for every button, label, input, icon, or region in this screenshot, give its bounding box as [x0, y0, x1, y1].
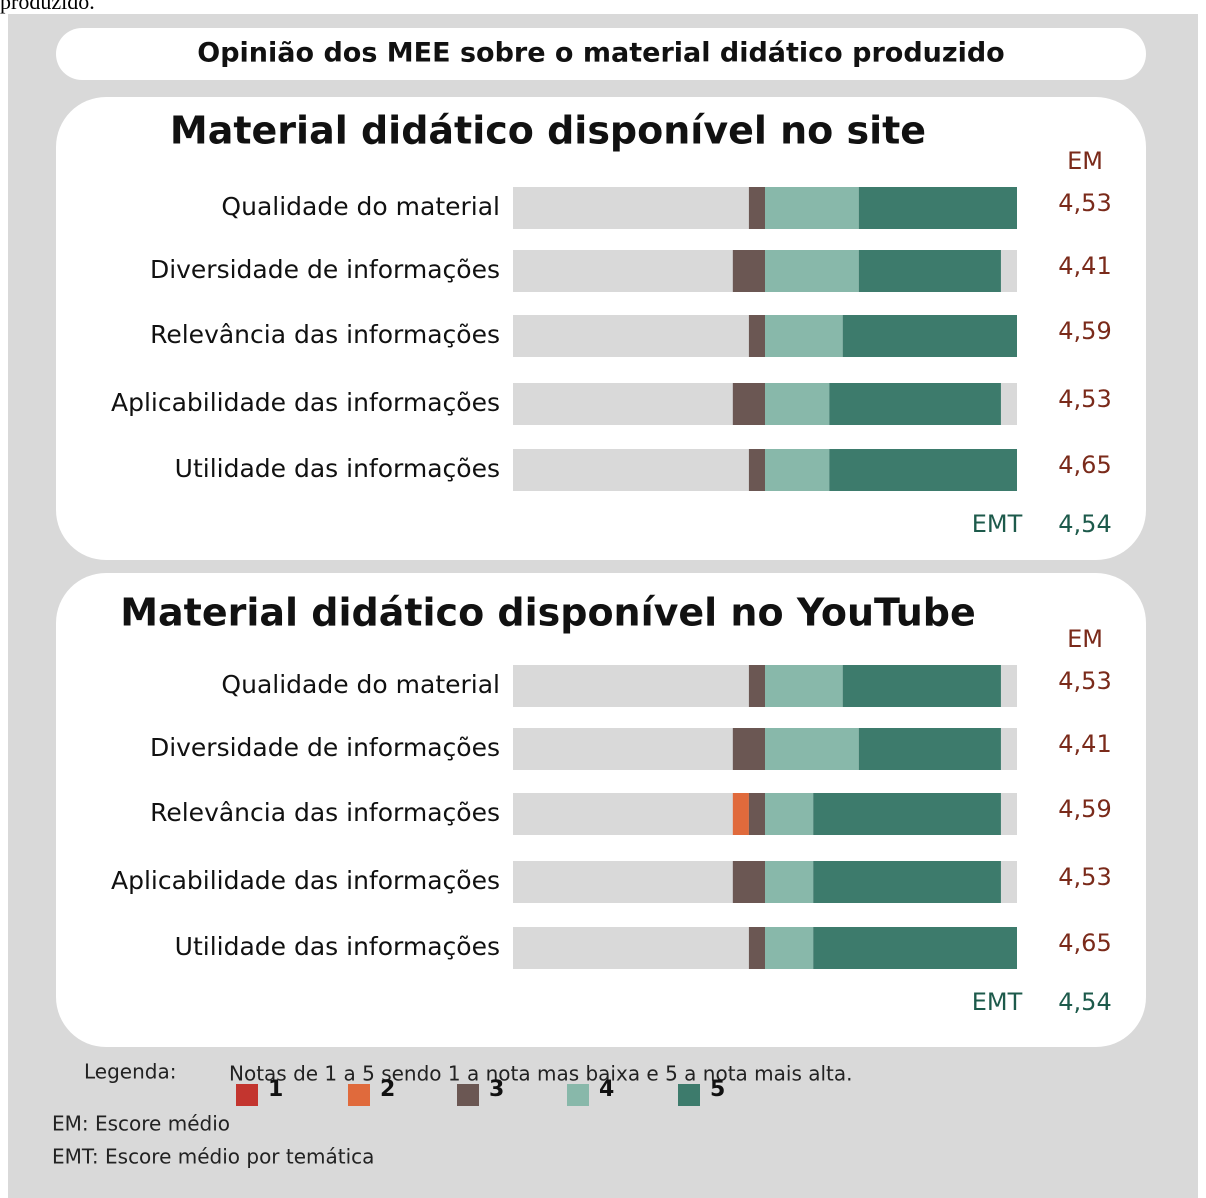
bar-segment	[829, 383, 1001, 425]
emt-definition: EMT: Escore médio por temática	[52, 1145, 374, 1169]
panel-title: Material didático disponível no site	[170, 109, 926, 153]
bar-segment	[765, 250, 859, 292]
emt-header: EMT	[972, 988, 1023, 1016]
row-label: Aplicabilidade das informações	[111, 866, 500, 895]
bar-segment	[748, 793, 765, 835]
bar-segment	[765, 383, 830, 425]
bar-segment	[732, 383, 765, 425]
title-pill	[56, 28, 1146, 80]
bar-segment	[748, 449, 765, 491]
bar-segment	[858, 728, 1001, 770]
bar-segment	[748, 927, 765, 969]
bar-segment	[858, 187, 1017, 229]
legend-swatch	[457, 1084, 479, 1106]
legend-label: 5	[710, 1077, 725, 1102]
em-value: 4,59	[1058, 795, 1111, 823]
bar-segment	[732, 861, 765, 903]
bar-segment	[765, 861, 814, 903]
bar-segment	[765, 315, 843, 357]
bar-segment	[765, 665, 843, 707]
bar-segment	[748, 665, 765, 707]
row-label: Diversidade de informações	[150, 255, 500, 284]
bar-segment	[732, 250, 765, 292]
em-value: 4,65	[1058, 929, 1111, 957]
em-value: 4,53	[1058, 667, 1111, 695]
bar-segment	[748, 315, 765, 357]
bar-segment	[842, 665, 1001, 707]
em-value: 4,65	[1058, 451, 1111, 479]
legend-note: Notas de 1 a 5 sendo 1 a nota mas baixa …	[229, 1062, 853, 1086]
row-label: Utilidade das informações	[175, 454, 500, 483]
em-value: 4,53	[1058, 863, 1111, 891]
emt-header: EMT	[972, 510, 1023, 538]
legend-label: 3	[489, 1077, 504, 1102]
bar-segment	[732, 793, 749, 835]
row-label: Qualidade do material	[221, 192, 500, 221]
legend-label: 1	[268, 1077, 283, 1102]
bar-segment	[765, 793, 814, 835]
em-header: EM	[1067, 147, 1103, 175]
em-definition: EM: Escore médio	[52, 1112, 230, 1136]
em-value: 4,59	[1058, 317, 1111, 345]
row-label: Relevância das informações	[150, 798, 500, 827]
em-value: 4,41	[1058, 730, 1111, 758]
bar-segment	[748, 187, 765, 229]
row-label: Aplicabilidade das informações	[111, 388, 500, 417]
bar-segment	[842, 315, 1017, 357]
emt-value: 4,54	[1058, 510, 1111, 538]
legend-label: 2	[380, 1077, 395, 1102]
legend-swatch	[567, 1084, 589, 1106]
em-header: EM	[1067, 625, 1103, 653]
bar-segment	[813, 861, 1001, 903]
legend-swatch	[678, 1084, 700, 1106]
bar-segment	[765, 187, 859, 229]
emt-value: 4,54	[1058, 988, 1111, 1016]
row-label: Relevância das informações	[150, 320, 500, 349]
row-label: Utilidade das informações	[175, 932, 500, 961]
bar-segment	[813, 793, 1001, 835]
bar-segment	[858, 250, 1001, 292]
legend-swatch	[348, 1084, 370, 1106]
main-title: Opinião dos MEE sobre o material didátic…	[197, 38, 1004, 69]
legend-title: Legenda:	[84, 1060, 176, 1084]
em-value: 4,53	[1058, 189, 1111, 217]
legend-label: 4	[599, 1077, 614, 1102]
bar-segment	[732, 728, 765, 770]
row-label: Qualidade do material	[221, 670, 500, 699]
row-label: Diversidade de informações	[150, 733, 500, 762]
bar-segment	[765, 728, 859, 770]
panel-title: Material didático disponível no YouTube	[120, 591, 976, 635]
legend-swatch	[236, 1084, 258, 1106]
bar-segment	[813, 927, 1017, 969]
bar-segment	[765, 449, 830, 491]
em-value: 4,41	[1058, 252, 1111, 280]
bar-segment	[765, 927, 814, 969]
bar-segment	[829, 449, 1017, 491]
caption: produzido.	[0, 0, 95, 14]
em-value: 4,53	[1058, 385, 1111, 413]
